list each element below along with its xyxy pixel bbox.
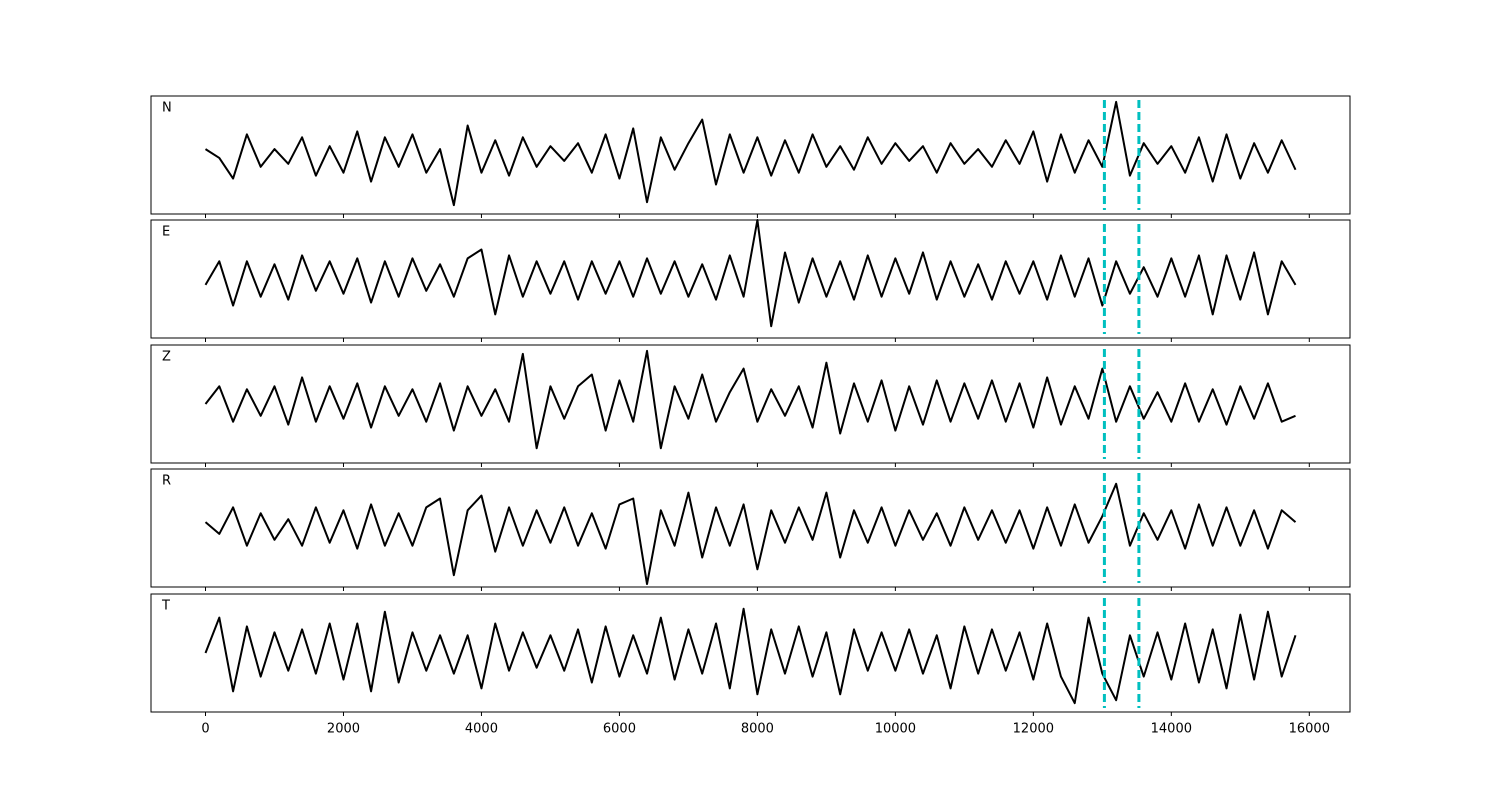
x-tick-label: 8000 — [741, 722, 774, 737]
panel-label: R — [162, 474, 171, 489]
x-tick-label: 6000 — [603, 722, 636, 737]
x-tick-label: 4000 — [465, 722, 498, 737]
panel-label: N — [162, 101, 172, 116]
x-tick-label: 16000 — [1289, 722, 1330, 737]
trace-line — [204, 100, 1297, 207]
axes-frame — [150, 344, 1351, 464]
x-tick-label: 0 — [201, 722, 209, 737]
trace-line — [204, 219, 1297, 328]
x-tick-label: 10000 — [875, 722, 916, 737]
trace-line — [204, 607, 1297, 705]
axes-frame — [150, 95, 1351, 215]
trace-line — [204, 482, 1297, 586]
panel-label: T — [161, 599, 170, 614]
axes-frame — [150, 593, 1351, 713]
panel-label: E — [162, 225, 170, 240]
x-tick-label: 12000 — [1013, 722, 1054, 737]
x-tick-label: 2000 — [327, 722, 360, 737]
axes-frame — [150, 219, 1351, 339]
trace-line — [204, 349, 1296, 450]
axes-frame — [150, 468, 1351, 588]
x-tick-label: 14000 — [1151, 722, 1192, 737]
panel-label: Z — [162, 350, 171, 365]
